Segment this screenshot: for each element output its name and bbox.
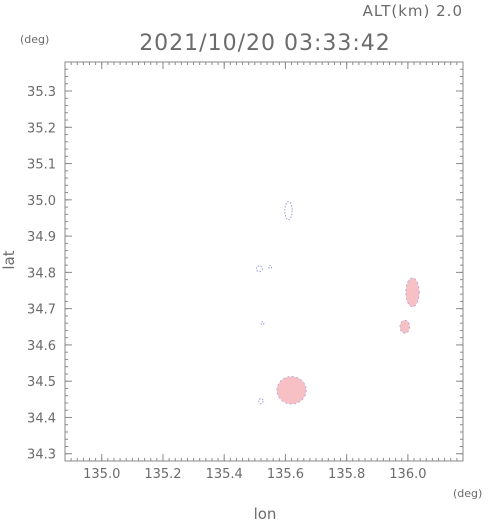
x-axis-label: lon <box>254 505 277 521</box>
chart-title: 2021/10/20 03:33:42 <box>139 31 391 56</box>
altitude-label: ALT(km) 2.0 <box>363 2 463 20</box>
echo-moderate <box>276 376 307 405</box>
echo-weak <box>258 398 264 405</box>
x-unit-label: (deg) <box>453 487 482 500</box>
y-tick-label: 34.8 <box>27 266 56 281</box>
y-unit-label: (deg) <box>20 33 49 46</box>
x-tick-label: 135.2 <box>144 467 181 482</box>
y-axis-label: lat <box>0 250 18 269</box>
plot-frame <box>64 61 464 462</box>
y-tick-label: 35.1 <box>27 158 56 173</box>
y-tick-label: 34.6 <box>27 339 56 354</box>
y-tick-label: 34.9 <box>27 230 56 245</box>
echo-weak <box>284 201 293 221</box>
x-tick-label: 135.4 <box>206 467 243 482</box>
x-tick-label: 135.8 <box>328 467 365 482</box>
y-tick-label: 34.5 <box>27 375 56 390</box>
y-tick-label: 35.2 <box>27 121 56 136</box>
tick-layer: 135.0 135.2 135.4 135.6 135.8 136.0 34.3 34.4 34… <box>27 61 464 482</box>
echo-moderate <box>405 277 420 308</box>
x-tick-label: 135.0 <box>83 467 120 482</box>
x-tick-label: 136.0 <box>389 467 426 482</box>
echo-moderate <box>399 319 411 334</box>
x-tick-label: 135.6 <box>267 467 304 482</box>
echo-weak <box>268 264 273 269</box>
echo-layer <box>255 201 420 405</box>
y-tick-label: 35.0 <box>27 194 56 209</box>
y-tick-label: 34.3 <box>27 448 56 463</box>
echo-weak <box>255 265 263 273</box>
echo-weak <box>260 321 265 326</box>
y-tick-label: 34.7 <box>27 303 56 318</box>
y-tick-label: 35.3 <box>27 85 56 100</box>
y-tick-label: 34.4 <box>27 411 56 426</box>
